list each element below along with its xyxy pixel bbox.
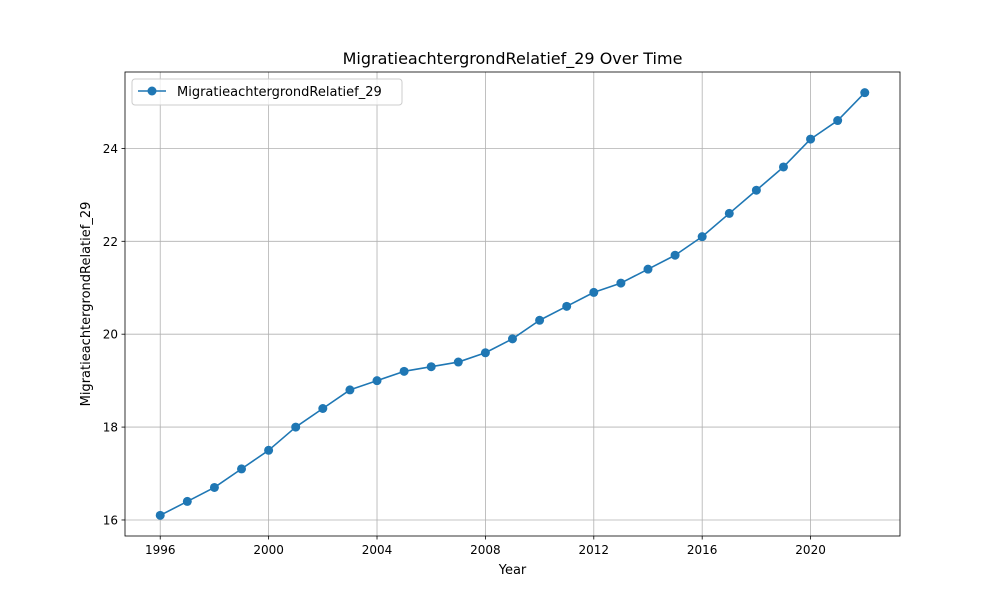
- grid: [125, 72, 900, 536]
- y-tick-label: 18: [103, 421, 118, 435]
- y-axis-label: MigratieachtergrondRelatief_29: [79, 202, 94, 407]
- plot-area: [125, 72, 900, 536]
- data-point: [399, 366, 409, 376]
- data-point: [860, 88, 870, 98]
- x-tick-label: 2020: [795, 543, 826, 557]
- data-point: [833, 116, 843, 126]
- data-point: [562, 301, 572, 311]
- data-point: [453, 357, 463, 367]
- data-point: [345, 385, 355, 395]
- data-point: [291, 422, 301, 432]
- data-point: [237, 464, 247, 474]
- data-point: [643, 264, 653, 274]
- data-point: [264, 445, 274, 455]
- x-tick-label: 2012: [579, 543, 610, 557]
- data-point: [724, 208, 734, 218]
- data-point: [318, 404, 328, 414]
- data-point: [589, 287, 599, 297]
- series-layer: [155, 88, 870, 520]
- x-tick-label: 1996: [145, 543, 176, 557]
- y-tick-label: 16: [103, 513, 118, 527]
- y-tick-label: 22: [103, 235, 118, 249]
- data-point: [751, 185, 761, 195]
- y-tick-label: 24: [103, 142, 118, 156]
- x-tick-label: 2008: [470, 543, 501, 557]
- data-point: [535, 315, 545, 325]
- ticks: 1996 2000 2004 2008 2012 2016 2020 16 18 20 22 24: [103, 142, 826, 557]
- legend-box: [131, 78, 403, 106]
- chart-title: MigratieachtergrondRelatief_29 Over Time: [343, 49, 683, 69]
- data-point: [209, 482, 219, 492]
- data-point: [182, 496, 192, 506]
- data-point: [670, 250, 680, 260]
- data-point: [508, 334, 517, 344]
- x-axis-label: Year: [498, 563, 527, 578]
- data-point: [426, 362, 436, 372]
- y-tick-label: 20: [103, 328, 118, 342]
- data-point: [155, 510, 165, 520]
- legend-label: MigratieachtergrondRelatief_29: [177, 85, 382, 100]
- data-point: [372, 376, 382, 386]
- x-tick-label: 2004: [362, 543, 393, 557]
- data-point: [806, 134, 816, 144]
- x-tick-label: 2000: [253, 543, 284, 557]
- data-point: [697, 232, 707, 242]
- plot-frame: [124, 71, 901, 537]
- x-tick-label: 2016: [687, 543, 718, 557]
- data-point: [480, 348, 490, 358]
- data-point: [778, 162, 788, 172]
- legend: MigratieachtergrondRelatief_29: [131, 78, 403, 106]
- legend-marker-swatch: [147, 86, 157, 96]
- data-point: [616, 278, 626, 288]
